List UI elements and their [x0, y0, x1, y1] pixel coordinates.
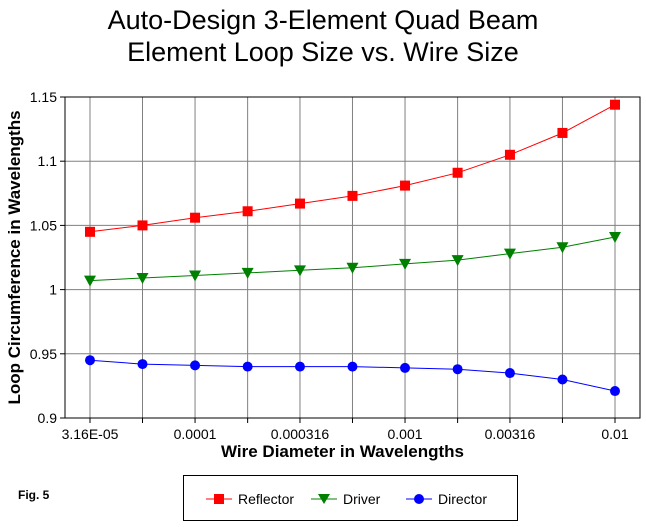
legend-item-driver: Driver — [311, 490, 380, 508]
data-point-driver — [136, 273, 149, 285]
legend-marker-director — [406, 494, 432, 504]
data-point-reflector — [557, 127, 568, 138]
legend-label-driver: Driver — [343, 491, 381, 507]
x-tick-label: 0.0001 — [174, 426, 217, 442]
data-point-reflector — [190, 212, 201, 223]
x-tick-label: 0.001 — [388, 426, 423, 442]
data-point-reflector — [137, 220, 148, 231]
x-tick-label: 0.00316 — [485, 426, 536, 442]
y-tick-label: 1.05 — [30, 217, 57, 233]
chart-title-line-2: Element Loop Size vs. Wire Size — [127, 37, 519, 67]
data-point-reflector — [242, 206, 253, 217]
x-tick-label: 0.000316 — [271, 426, 330, 442]
data-point-director — [294, 361, 305, 372]
data-point-director — [190, 360, 201, 371]
data-point-director — [242, 361, 253, 372]
data-point-driver — [503, 248, 516, 260]
legend-item-director: Director — [406, 490, 487, 508]
data-point-director — [85, 355, 95, 366]
y-tick-label: 1.1 — [38, 153, 58, 169]
data-point-reflector — [610, 99, 620, 110]
data-point-driver — [451, 255, 464, 267]
data-point-director — [452, 364, 463, 375]
legend-marker-driver — [311, 494, 337, 504]
data-point-driver — [346, 262, 359, 274]
data-point-director — [400, 362, 411, 373]
y-tick-label: 0.9 — [38, 410, 58, 426]
data-point-driver — [241, 267, 254, 279]
line-chart: 0.9 0.95 1 1.05 1.1 1.15 3.16E-05 0.0001 0.00031… — [5, 89, 641, 461]
chart-title-line-1: Auto-Design 3-Element Quad Beam — [107, 5, 539, 35]
data-point-reflector — [400, 180, 411, 191]
data-point-reflector — [85, 226, 95, 237]
data-point-director — [557, 374, 568, 385]
y-tick-label: 0.95 — [30, 346, 57, 362]
data-point-director — [347, 361, 358, 372]
data-point-driver — [609, 231, 621, 243]
x-tick-label: 3.16E-05 — [62, 426, 119, 442]
x-tick-label: 0.01 — [601, 426, 628, 442]
legend-item-reflector: Reflector — [206, 490, 294, 508]
data-point-reflector — [452, 167, 463, 178]
legend-label-reflector: Reflector — [238, 491, 295, 507]
data-point-driver — [189, 270, 202, 282]
data-point-driver — [84, 275, 96, 287]
y-tick-label: 1.15 — [30, 89, 57, 105]
chart-legend: Reflector Driver Director — [183, 475, 518, 521]
x-axis-label: Wire Diameter in Wavelengths — [221, 442, 464, 461]
data-point-director — [137, 359, 148, 370]
figure-label: Fig. 5 — [18, 488, 50, 502]
data-point-reflector — [294, 198, 305, 209]
data-point-driver — [399, 258, 412, 270]
y-tick-label: 1 — [49, 282, 57, 298]
data-point-reflector — [347, 190, 358, 201]
data-point-driver — [293, 265, 306, 277]
data-point-reflector — [504, 149, 515, 160]
data-point-director — [504, 368, 515, 379]
legend-label-director: Director — [438, 491, 488, 507]
y-axis-label: Loop Circumference in Wavelengths — [5, 110, 24, 404]
plot-frame — [64, 96, 641, 419]
legend-marker-reflector — [206, 494, 232, 504]
data-point-director — [610, 386, 620, 397]
data-point-driver — [556, 242, 569, 254]
